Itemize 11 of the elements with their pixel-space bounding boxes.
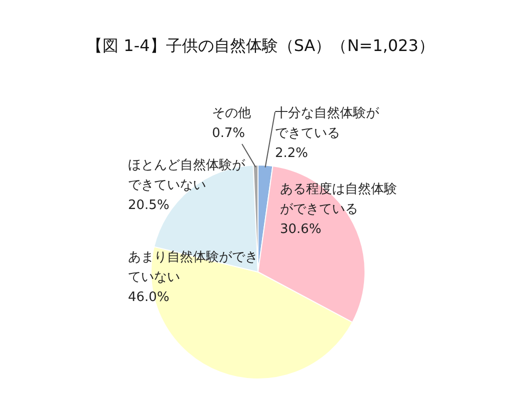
data-label: 30.6%: [280, 221, 322, 239]
data-label: 46.0%: [128, 289, 170, 307]
slice-label: その他: [212, 105, 252, 123]
data-label: 0.7%: [212, 125, 246, 143]
chart-title: 【図 1-4】子供の自然体験（SA）（N=1,023）: [86, 36, 436, 57]
slice-label: あまり自然体験ができていない: [128, 249, 258, 287]
slice-label: ほとんど自然体験ができていない: [128, 157, 246, 195]
slice-label: 十分な自然体験ができている: [275, 105, 380, 143]
data-label: 2.2%: [275, 145, 310, 163]
slice-label: ある程度は自然体験ができている: [280, 181, 398, 219]
data-label: 20.5%: [128, 197, 170, 215]
